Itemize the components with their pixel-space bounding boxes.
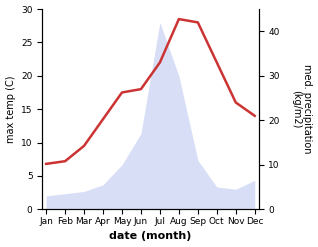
- Y-axis label: max temp (C): max temp (C): [5, 75, 16, 143]
- X-axis label: date (month): date (month): [109, 231, 192, 242]
- Y-axis label: med. precipitation
(kg/m2): med. precipitation (kg/m2): [291, 64, 313, 154]
